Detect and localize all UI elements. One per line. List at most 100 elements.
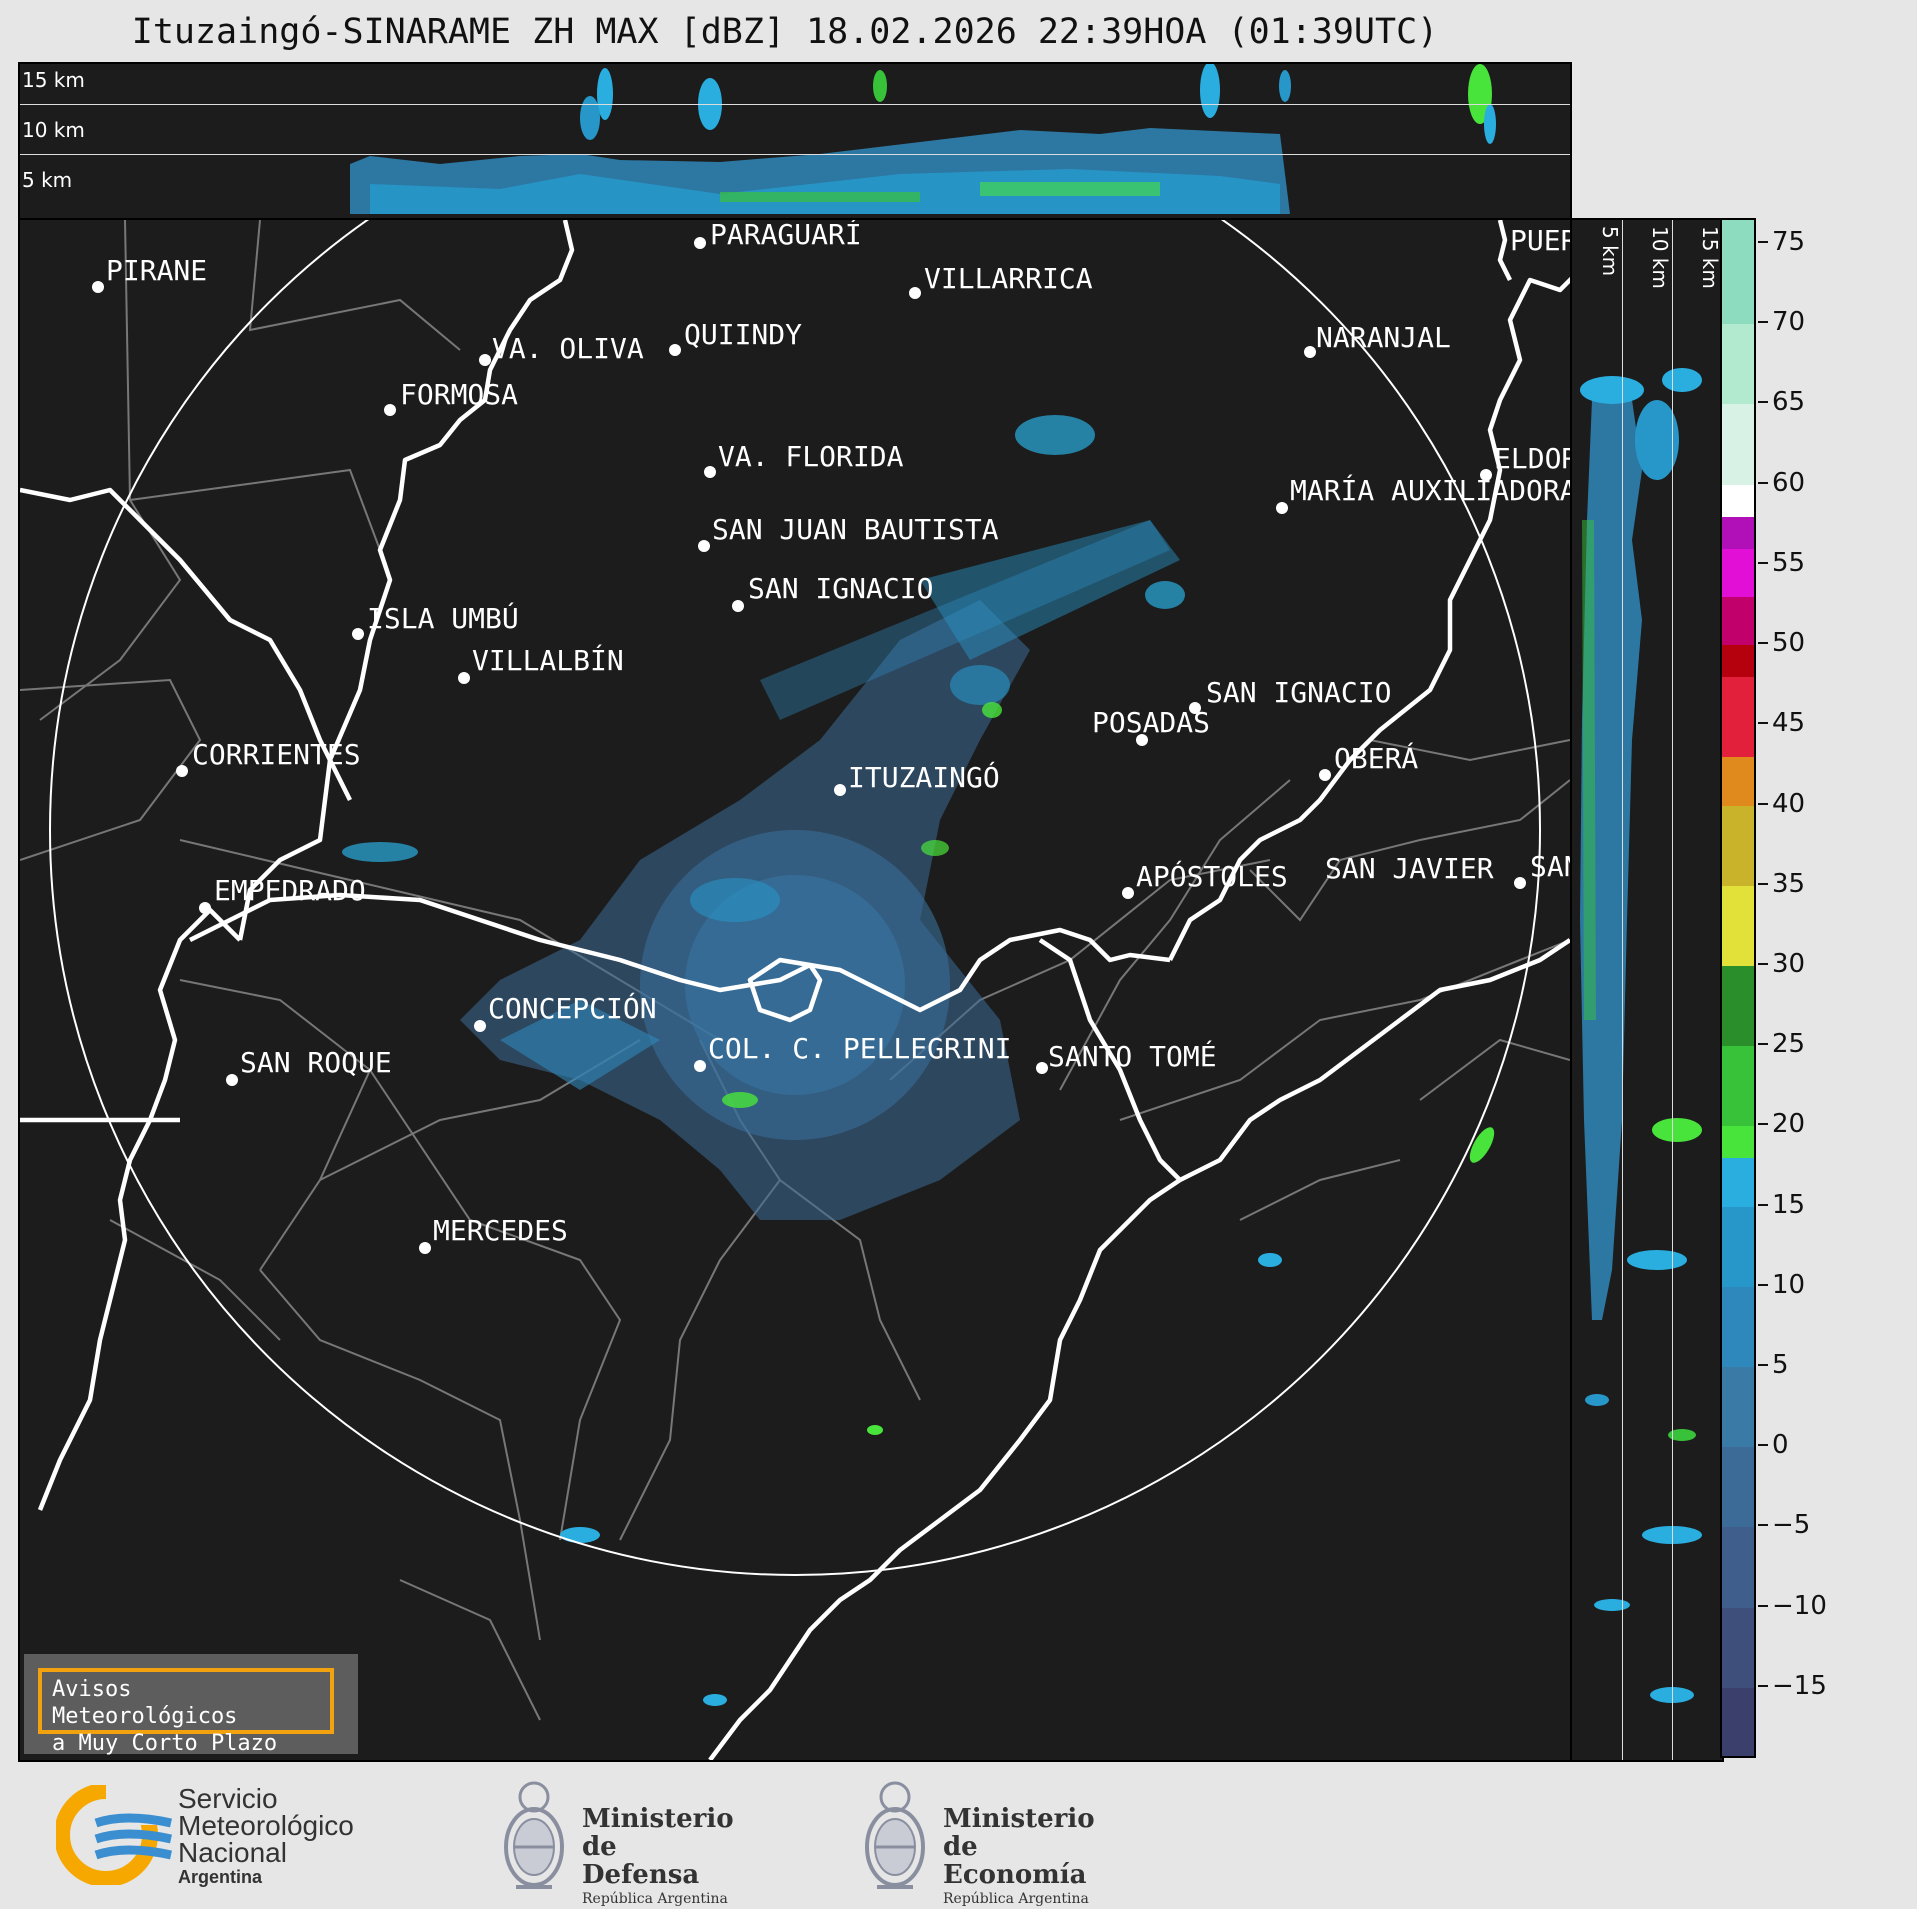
- city-va-florida: VA. FLORIDA: [718, 440, 904, 473]
- colorbar-tick-label: 30: [1772, 948, 1806, 979]
- city-san-javier: SAN JAVIER: [1325, 852, 1494, 885]
- colorbar-tick: [1758, 1043, 1768, 1046]
- city-formosa: FORMOSA: [400, 378, 518, 411]
- city-isla-umbu: ISLA UMBÚ: [367, 601, 519, 635]
- city-puerto-partial: PUERTO: [1510, 224, 1570, 257]
- city-santo-tome: SANTO TOMÉ: [1048, 1039, 1217, 1073]
- colorbar-tick-label: 55: [1772, 547, 1806, 578]
- city-concepcion: CONCEPCIÓN: [488, 991, 657, 1025]
- map-title: Ituzaingó-SINARAME ZH MAX [dBZ] 18.02.20…: [131, 12, 1439, 52]
- colorbar-tick-label: 5: [1772, 1349, 1789, 1380]
- height-label-15km: 15 km: [22, 68, 85, 92]
- colorbar-band: [1722, 596, 1754, 646]
- smn-line2: Meteorológico: [178, 1810, 354, 1841]
- city-col-c-pellegrini: COL. C. PELLEGRINI: [708, 1032, 1011, 1065]
- colorbar-tick: [1758, 401, 1768, 404]
- colorbar-tick-label: 10: [1772, 1269, 1806, 1300]
- smn-line3: Nacional: [178, 1837, 287, 1868]
- city-labels: PIRANE PARAGUARÍ VILLARRICA QUIINDY VA. …: [106, 220, 1570, 1247]
- colorbar-tick-label: 40: [1772, 788, 1806, 819]
- colorbar-tick-label: 60: [1772, 467, 1806, 498]
- city-san-ignacio-py: SAN IGNACIO: [748, 572, 933, 605]
- hline-5km: [20, 154, 1570, 155]
- colorbar-band: [1722, 404, 1754, 485]
- colorbar-band: [1722, 1206, 1754, 1287]
- height-label-5km: 5 km: [22, 168, 73, 192]
- avisos-link[interactable]: Avisos Meteorológicos a Muy Corto Plazo: [38, 1668, 334, 1756]
- colorbar-tick: [1758, 962, 1768, 965]
- colorbar-tick: [1758, 722, 1768, 725]
- city-va-oliva: VA. OLIVA: [492, 332, 644, 365]
- coat-of-arms-icon: [504, 1781, 564, 1889]
- city-corrientes: CORRIENTES: [192, 738, 361, 771]
- defensa-line3: República Argentina: [582, 1891, 728, 1907]
- side-echo-layer: [1580, 368, 1702, 1703]
- colorbar-tick-label: −15: [1772, 1670, 1827, 1701]
- colorbar-band: [1722, 677, 1754, 758]
- city-ituzaingo: ITUZAINGÓ: [848, 760, 1000, 794]
- city-pirane: PIRANE: [106, 254, 207, 287]
- map-svg: PIRANE PARAGUARÍ VILLARRICA QUIINDY VA. …: [20, 220, 1570, 1760]
- smn-logo: Servicio Meteorológico Nacional Argentin…: [54, 1783, 354, 1889]
- colorbar-tick: [1758, 802, 1768, 805]
- colorbar-band: [1722, 220, 1754, 325]
- colorbar-tick: [1758, 1203, 1768, 1206]
- smn-line1: Servicio: [178, 1783, 278, 1814]
- colorbar-tick-label: 20: [1772, 1109, 1806, 1140]
- colorbar-tick: [1758, 642, 1768, 645]
- river-borders: [20, 220, 1570, 1760]
- smn-line4: Argentina: [178, 1867, 263, 1887]
- avisos-panel[interactable]: Avisos Meteorológicos a Muy Corto Plazo: [24, 1654, 358, 1756]
- city-quiindy: QUIINDY: [684, 318, 802, 351]
- colorbar-band: [1722, 1447, 1754, 1528]
- colorbar-tick: [1758, 321, 1768, 324]
- city-san-roque: SAN ROQUE: [240, 1046, 392, 1079]
- dbz-colorbar: [1720, 218, 1756, 1758]
- city-san-ignacio-ar: SAN IGNACIO: [1206, 676, 1391, 709]
- colorbar-band: [1722, 1286, 1754, 1367]
- colorbar-tick-label: 0: [1772, 1430, 1789, 1461]
- colorbar-tick-label: −10: [1772, 1590, 1827, 1621]
- radar-map[interactable]: PIRANE PARAGUARÍ VILLARRICA QUIINDY VA. …: [18, 218, 1572, 1762]
- colorbar-band: [1722, 645, 1754, 678]
- colorbar-band: [1722, 1366, 1754, 1448]
- city-posadas: POSADAS: [1092, 706, 1210, 739]
- city-obera: OBERÁ: [1334, 741, 1418, 775]
- colorbar-tick: [1758, 241, 1768, 244]
- colorbar-band: [1722, 324, 1754, 405]
- height-label-10km: 10 km: [22, 118, 85, 142]
- city-villalbin: VILLALBÍN: [472, 643, 624, 677]
- colorbar-tick: [1758, 561, 1768, 564]
- city-naranjal: NARANJAL: [1316, 321, 1451, 354]
- side-height-panel: 5 km 10 km 15 km: [1570, 218, 1724, 1762]
- city-apostoles: APÓSTOLES: [1136, 859, 1288, 893]
- colorbar-band: [1722, 965, 1754, 1047]
- city-paraguari: PARAGUARÍ: [710, 220, 862, 251]
- colorbar-tick-label: 25: [1772, 1029, 1806, 1060]
- top-height-panel: 15 km 10 km 5 km: [18, 62, 1572, 220]
- colorbar-tick-label: 15: [1772, 1189, 1806, 1220]
- side-height-label-10km: 10 km: [1648, 226, 1672, 289]
- city-eldorado: ELDORADO: [1494, 442, 1570, 475]
- range-ring: [49, 220, 1541, 1576]
- avisos-line2: a Muy Corto Plazo: [52, 1731, 278, 1756]
- coat-of-arms-icon: [865, 1781, 925, 1889]
- top-echo-layer: [350, 64, 1496, 214]
- colorbar-band: [1722, 484, 1754, 517]
- colorbar-tick-label: 35: [1772, 868, 1806, 899]
- colorbar-band: [1722, 1158, 1754, 1207]
- colorbar-tick: [1758, 481, 1768, 484]
- side-height-label-5km: 5 km: [1598, 226, 1622, 277]
- colorbar-tick: [1758, 1363, 1768, 1366]
- defensa-line2: de Defensa: [582, 1832, 700, 1890]
- city-empedrado: EMPEDRADO: [214, 874, 366, 907]
- colorbar-tick: [1758, 1123, 1768, 1126]
- colorbar-tick: [1758, 1283, 1768, 1286]
- colorbar-tick: [1758, 1684, 1768, 1687]
- economia-line3: República Argentina: [943, 1891, 1089, 1907]
- city-san-juan-bautista: SAN JUAN BAUTISTA: [712, 513, 999, 546]
- colorbar-tick: [1758, 1524, 1768, 1527]
- defensa-line1: Ministerio: [582, 1804, 734, 1834]
- colorbar-band: [1722, 1126, 1754, 1159]
- colorbar-band: [1722, 1046, 1754, 1127]
